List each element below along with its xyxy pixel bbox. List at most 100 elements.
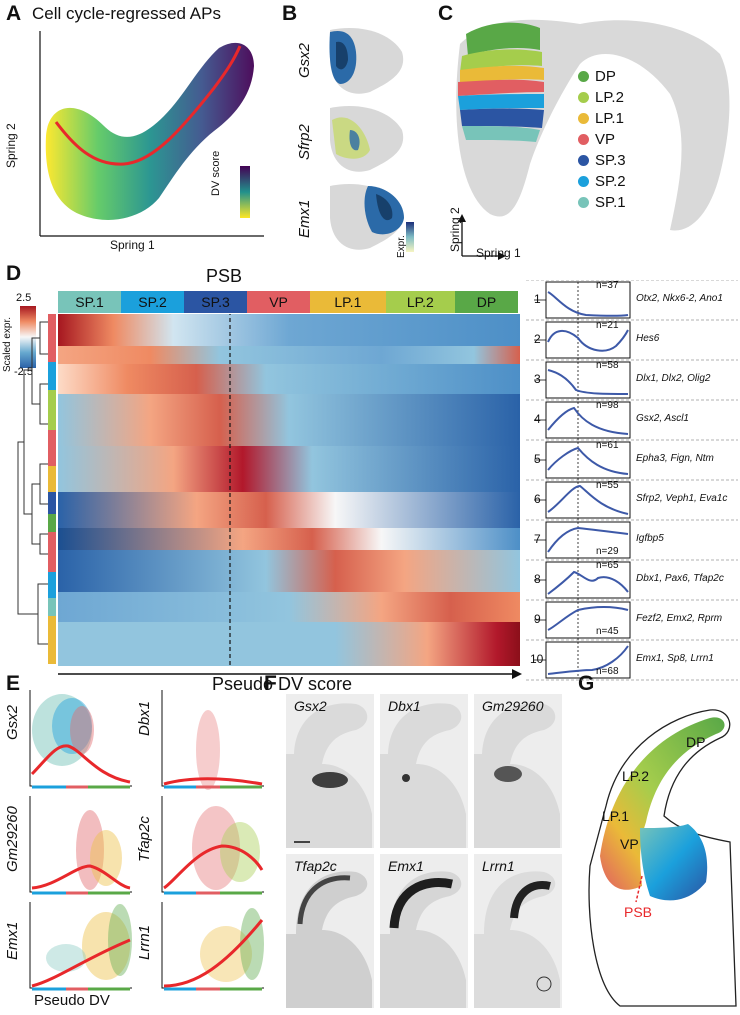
panel-e-scatter xyxy=(29,690,264,991)
cluster-n: n=61 xyxy=(596,440,619,451)
cluster-genes: Emx1, Sp8, Lrrn1 xyxy=(636,653,714,664)
panel-e-gene-1: Gsx2 xyxy=(4,704,21,740)
label-lp2: LP.2 xyxy=(622,768,649,784)
cluster-id: 4 xyxy=(534,412,541,426)
panel-b-gene-2: Sfrp2 xyxy=(296,124,313,160)
legend-label: VP xyxy=(595,131,616,148)
ish-gene: Gsx2 xyxy=(294,698,327,714)
panel-b-feature-plots xyxy=(329,28,414,252)
panel-a-title: Cell cycle-regressed APs xyxy=(32,4,221,23)
cluster-n: n=98 xyxy=(596,400,619,411)
panel-c-ylabel: Spring 2 xyxy=(448,207,462,252)
panel-e-xlabel: Pseudo DV xyxy=(34,992,110,1009)
panel-f-ish-grid: Gsx2 Dbx1 Gm29260 Tfap2c Emx1 Lrrn1 xyxy=(286,694,564,1008)
legend-label: SP.3 xyxy=(595,152,626,169)
ish-gene: Lrrn1 xyxy=(482,858,515,874)
cluster-genes: Gsx2, Ascl1 xyxy=(636,413,689,424)
panel-a-embedding xyxy=(39,31,264,237)
scale-label: Scaled expr. xyxy=(2,316,13,372)
scale-min: -2.5 xyxy=(14,366,33,378)
panel-c-legend: DP LP.2 LP.1 VP SP.3 SP.2 SP.1 xyxy=(578,66,698,213)
region-dp: DP xyxy=(454,291,518,313)
panel-a-colorbar-label: DV score xyxy=(210,150,222,196)
cluster-n: n=37 xyxy=(596,280,619,291)
cluster-id: 9 xyxy=(534,612,541,626)
cluster-id: 10 xyxy=(530,652,544,666)
cluster-genes: Igfbp5 xyxy=(636,533,664,544)
dv-colorbar xyxy=(240,166,250,218)
legend-dot xyxy=(578,113,589,124)
ish-image: Tfap2c xyxy=(286,854,374,1008)
panel-b-colorbar-label: Expr. xyxy=(396,235,407,258)
ish-image: Lrrn1 xyxy=(474,854,562,1008)
panel-c-xlabel: Spring 1 xyxy=(476,246,521,260)
label-lp1: LP.1 xyxy=(602,808,629,824)
legend-item: LP.1 xyxy=(578,108,698,129)
cluster-genes: Fezf2, Emx2, Rprm xyxy=(636,613,723,624)
heatmap-xlabel: Pseudo DV score xyxy=(212,674,353,694)
legend-item: SP.2 xyxy=(578,171,698,192)
panel-a-xlabel: Spring 1 xyxy=(110,238,155,252)
ish-image: Gm29260 xyxy=(474,694,562,848)
ish-image: Gsx2 xyxy=(286,694,374,848)
panel-b-gene-3: Emx1 xyxy=(296,199,313,238)
panel-e-gene-4: Tfap2c xyxy=(136,816,153,862)
legend-dot xyxy=(578,197,589,208)
label-psb: PSB xyxy=(624,904,653,920)
cluster-id: 1 xyxy=(534,292,541,306)
cluster-id: 2 xyxy=(534,332,541,346)
legend-dot xyxy=(578,134,589,145)
ish-gene: Dbx1 xyxy=(388,698,421,714)
ish-gene: Tfap2c xyxy=(294,858,337,874)
panel-label-a: A xyxy=(6,2,22,25)
cluster-panel: 1 n=37 Otx2, Nkx6-2, Ano1 2 n=21 Hes6 3 … xyxy=(526,280,738,690)
cluster-id: 3 xyxy=(534,372,541,386)
panel-e-gene-3: Gm29260 xyxy=(4,806,21,872)
cluster-id: 6 xyxy=(534,492,541,506)
cluster-n: n=68 xyxy=(596,666,619,677)
cluster-genes: Otx2, Nkx6-2, Ano1 xyxy=(636,293,723,304)
ish-image: Emx1 xyxy=(380,854,468,1008)
panel-e-gene-6: Lrrn1 xyxy=(136,924,153,960)
region-sp1: SP.1 xyxy=(58,291,122,313)
panel-b-gene-1: Gsx2 xyxy=(296,42,313,78)
legend-label: SP.1 xyxy=(595,194,626,211)
panel-label-c: C xyxy=(438,2,454,25)
legend-dot xyxy=(578,71,589,82)
region-lp1: LP.1 xyxy=(310,291,386,313)
ish-gene: Gm29260 xyxy=(482,698,544,714)
panel-a-ylabel: Spring 2 xyxy=(4,123,18,168)
cluster-genes: Hes6 xyxy=(636,333,660,344)
label-dp: DP xyxy=(686,734,706,750)
trajectory-curve xyxy=(54,45,242,166)
region-vp: VP xyxy=(247,291,311,313)
legend-dot xyxy=(578,92,589,103)
cluster-id: 7 xyxy=(534,532,541,546)
cluster-genes: Dlx1, Dlx2, Olig2 xyxy=(636,373,711,384)
cluster-genes: Epha3, Fign, Ntm xyxy=(636,453,714,464)
region-sp3: SP.3 xyxy=(184,291,248,313)
legend-dot xyxy=(578,176,589,187)
psb-label: PSB xyxy=(206,266,243,286)
emx1-plot xyxy=(330,184,404,250)
scale-max: 2.5 xyxy=(16,292,32,304)
legend-label: LP.2 xyxy=(595,89,624,106)
cluster-n: n=55 xyxy=(596,480,619,491)
cluster-genes: Dbx1, Pax6, Tfap2c xyxy=(636,573,724,584)
cluster-genes: Sfrp2, Veph1, Eva1c xyxy=(636,493,728,504)
region-lp2: LP.2 xyxy=(385,291,455,313)
cluster-id: 5 xyxy=(534,452,541,466)
panel-label-e: E xyxy=(6,672,21,695)
cluster-n: n=21 xyxy=(596,320,619,331)
cluster-id: 8 xyxy=(534,572,541,586)
cluster-n: n=45 xyxy=(596,626,619,637)
panel-c-embedding xyxy=(456,19,730,260)
panel-label-b: B xyxy=(282,2,298,25)
cluster-n: n=29 xyxy=(596,546,619,557)
pseudo-dv-arrow xyxy=(58,669,522,679)
legend-item: VP xyxy=(578,129,698,150)
cell-cloud xyxy=(45,42,255,220)
panel-e-gene-2: Dbx1 xyxy=(136,700,153,736)
cluster-n: n=65 xyxy=(596,560,619,571)
dendrogram xyxy=(17,314,56,664)
